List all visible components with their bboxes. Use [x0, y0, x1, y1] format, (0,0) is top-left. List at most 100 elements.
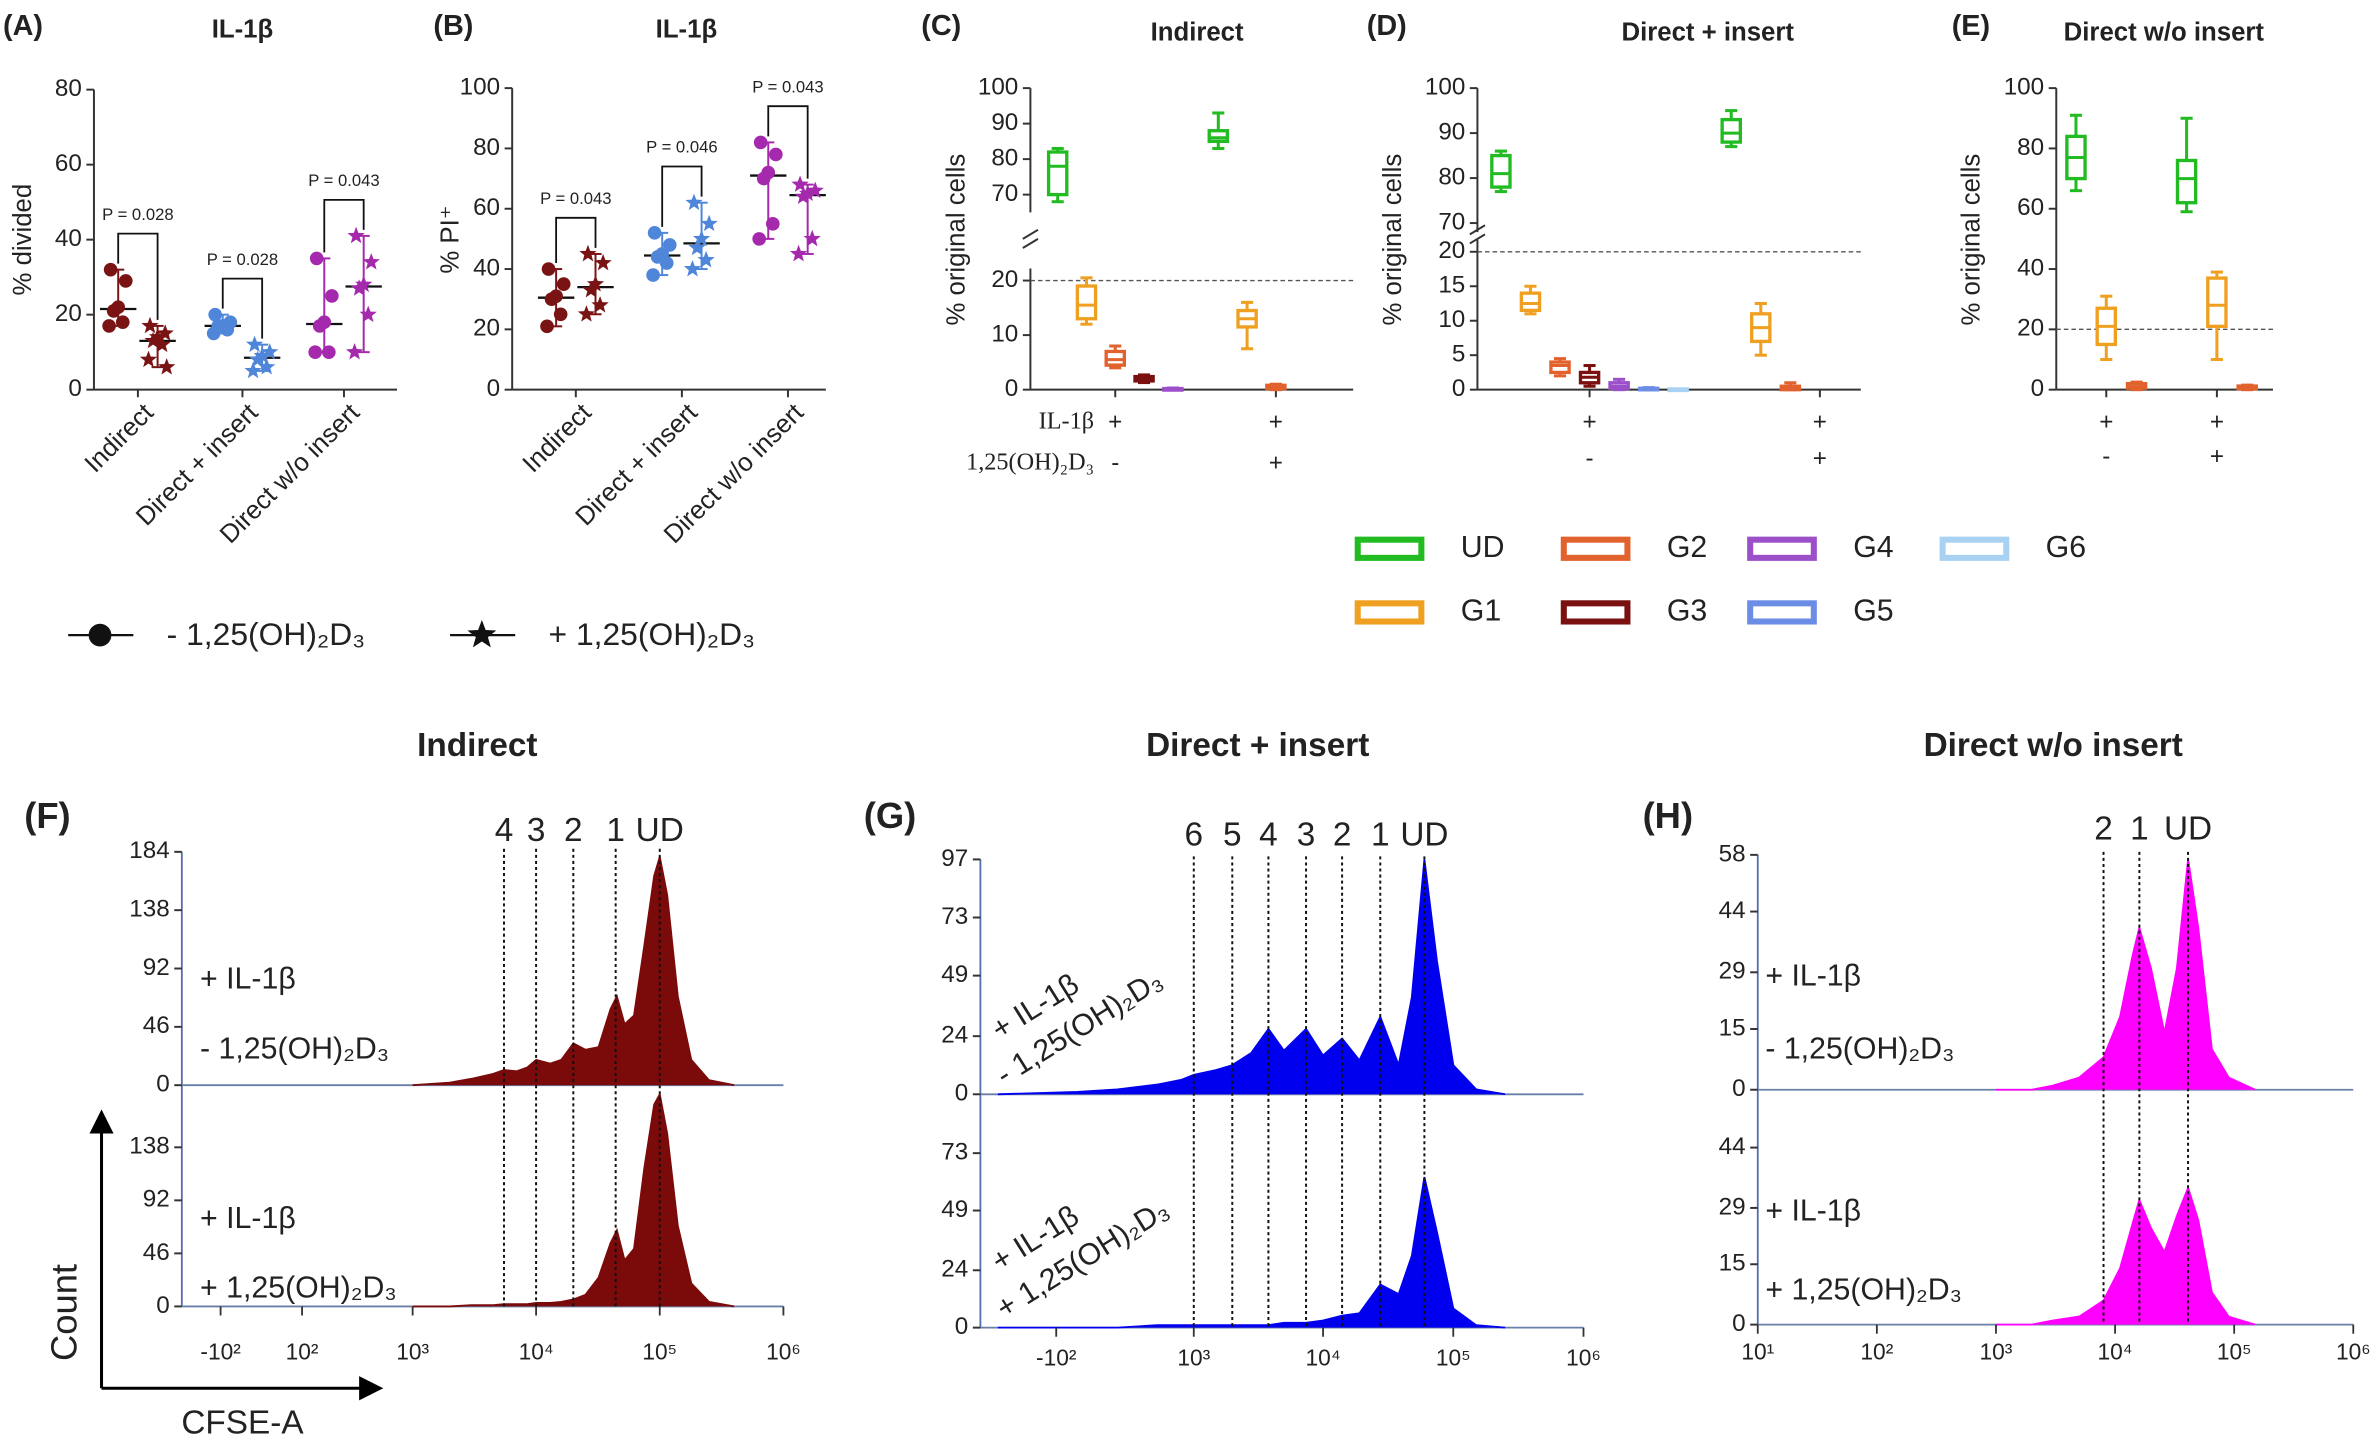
y-tick-label: 20 [473, 315, 500, 342]
x-tick-label: Indirect [80, 399, 160, 479]
point [647, 226, 662, 240]
condition-label: + 1,25(OH)₂D₃ [200, 1272, 397, 1305]
point [794, 187, 812, 205]
point [220, 322, 235, 337]
x-tick-label: 10³ [1980, 1338, 2013, 1364]
legend-label: G5 [1853, 594, 1893, 627]
x-tick-label: 10⁵ [1436, 1344, 1471, 1370]
peak-label: 2 [2094, 810, 2113, 847]
peak-label: 6 [1185, 816, 1204, 853]
box [2206, 276, 2228, 329]
point [697, 250, 715, 268]
chart-title: Indirect [1151, 18, 1244, 46]
peak-label: 3 [1297, 816, 1316, 853]
legend-label: G2 [1667, 531, 1707, 564]
y-tick-label: 40 [55, 225, 82, 252]
x-tick-label: 10³ [396, 1338, 429, 1364]
y-axis-label: % original cells [1379, 154, 1407, 326]
p-bracket [661, 165, 703, 227]
histogram-fill [412, 1094, 735, 1307]
y-tick-label: 60 [2017, 194, 2044, 221]
y-tick-label: 58 [1719, 840, 1746, 867]
y-tick-label: 46 [143, 1012, 170, 1039]
point [325, 289, 339, 303]
condition-label: 1,25(OH)₂D₃ [966, 448, 1094, 475]
histogram-fill [1995, 1187, 2256, 1325]
point [359, 305, 377, 323]
point [309, 251, 324, 266]
chart-title: IL-1β [656, 15, 718, 43]
point [118, 274, 133, 288]
point [244, 361, 262, 379]
y-tick-label: 10 [991, 321, 1018, 348]
y-tick-label: 0 [1005, 375, 1018, 402]
chart-title: Direct + insert [1622, 18, 1795, 46]
point [659, 256, 674, 270]
y-tick-label: 80 [55, 75, 82, 102]
point [803, 229, 821, 247]
condition-sign: + [1108, 408, 1122, 435]
box [1075, 284, 1098, 321]
y-tick-label: 20 [55, 300, 82, 327]
point [789, 244, 808, 262]
panel-letter: (H) [1643, 795, 1693, 836]
legend-label: UD [1461, 531, 1505, 564]
panel-letter: (F) [24, 795, 70, 836]
histogram-fill [412, 856, 735, 1086]
chart-title: Direct w/o insert [2064, 18, 2265, 46]
y-axis-label: % original cells [1958, 154, 1986, 326]
y-axis-label: % PI⁺ [436, 206, 464, 274]
condition-sign: - [1111, 449, 1119, 476]
y-tick-label: 44 [1719, 1133, 1746, 1160]
point [556, 277, 571, 291]
y-tick-label: 60 [55, 150, 82, 177]
y-tick-label: 0 [2031, 375, 2044, 402]
point [586, 275, 605, 292]
p-bracket [555, 216, 597, 264]
condition-sign: - [2102, 443, 2110, 470]
y-tick-label: 92 [143, 1186, 170, 1213]
x-tick-label: 10⁴ [2098, 1338, 2133, 1364]
condition-label: IL-1β [1039, 408, 1094, 435]
condition-label: + 1,25(OH)₂D₃ [1765, 1273, 1962, 1306]
condition-label: - 1,25(OH)₂D₃ [1765, 1032, 1954, 1065]
point [806, 181, 824, 198]
condition-label: + IL-1β [1765, 1194, 1861, 1227]
point [156, 324, 174, 341]
point [756, 171, 771, 186]
y-axis-label: % original cells [942, 154, 970, 326]
chart-title: IL-1β [212, 15, 274, 43]
y-tick-label: 15 [1719, 1014, 1746, 1041]
axis-break [1022, 238, 1039, 249]
condition-label: + IL-1β [1765, 960, 1861, 993]
legend-swatch [1747, 536, 1817, 561]
y-tick-label: 0 [1452, 375, 1465, 402]
point [799, 184, 817, 202]
histogram-outline [1995, 858, 2256, 1091]
peak-label: UD [636, 812, 684, 849]
point [683, 259, 702, 277]
condition-sign: + [1269, 449, 1283, 476]
box [1549, 360, 1571, 375]
point [308, 345, 323, 359]
condition-label: - 1,25(OH)₂D₃ [200, 1032, 389, 1065]
y-tick-label: 0 [68, 375, 81, 402]
peak-label: 2 [564, 812, 583, 849]
y-tick-label: 60 [473, 194, 500, 221]
point [692, 229, 711, 247]
point [322, 345, 336, 359]
y-tick-label: 0 [156, 1292, 169, 1319]
y-tick-label: 80 [473, 134, 500, 161]
p-value: P = 0.043 [752, 77, 823, 96]
point [579, 244, 597, 262]
chart-title: Indirect [417, 727, 537, 764]
y-axis-label: % divided [9, 184, 37, 296]
legend-label: G1 [1461, 594, 1501, 627]
p-bracket [221, 277, 264, 339]
peak-label: 4 [1259, 816, 1278, 853]
y-tick-label: 40 [473, 254, 500, 281]
condition-sign: + [2210, 443, 2224, 470]
point [765, 216, 780, 231]
point [594, 253, 612, 271]
legend-swatch [1560, 536, 1631, 561]
